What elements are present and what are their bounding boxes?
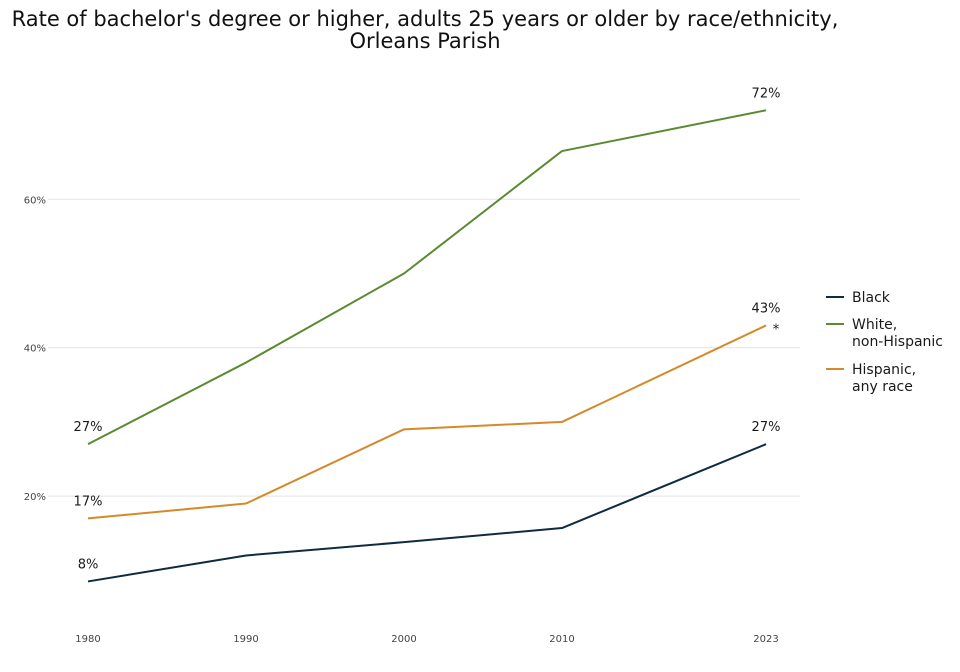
data-label: 27%: [74, 420, 103, 435]
data-labels: 8% 27% 27% 72% 17% 43% *: [74, 86, 781, 572]
legend-label: any race: [852, 379, 913, 395]
x-tick-label: 2023: [753, 634, 778, 645]
series-line: [87, 324, 767, 520]
legend-label: Black: [852, 290, 891, 306]
data-label: 43%: [752, 301, 781, 316]
gridlines: [48, 198, 800, 497]
legend: Black White,non-Hispanic Hispanic,any race: [826, 290, 943, 395]
data-label: 27%: [752, 420, 781, 435]
x-tick-label: 1990: [233, 634, 258, 645]
legend-label: White,: [852, 317, 897, 333]
data-label: 72%: [752, 86, 781, 101]
series-lines: [87, 109, 767, 583]
chart-subtitle: Orleans Parish: [349, 29, 500, 53]
legend-label: Hispanic,: [852, 362, 916, 378]
annotation-marker: *: [773, 322, 780, 337]
data-label: 17%: [74, 494, 103, 509]
y-tick-label: 40%: [24, 344, 46, 355]
y-tick-label: 60%: [24, 195, 46, 206]
x-tick-label: 2000: [391, 634, 416, 645]
chart-title: Rate of bachelor's degree or higher, adu…: [12, 7, 839, 31]
y-axis-ticks: 20% 40% 60%: [24, 195, 46, 503]
series-line: [87, 443, 767, 583]
y-tick-label: 20%: [24, 492, 46, 503]
data-label: 8%: [78, 557, 99, 572]
legend-label: non-Hispanic: [852, 334, 943, 350]
x-tick-label: 2010: [549, 634, 574, 645]
x-tick-label: 1980: [75, 634, 100, 645]
series-line: [87, 109, 767, 446]
x-axis-ticks: 1980 1990 2000 2010 2023: [75, 634, 778, 645]
